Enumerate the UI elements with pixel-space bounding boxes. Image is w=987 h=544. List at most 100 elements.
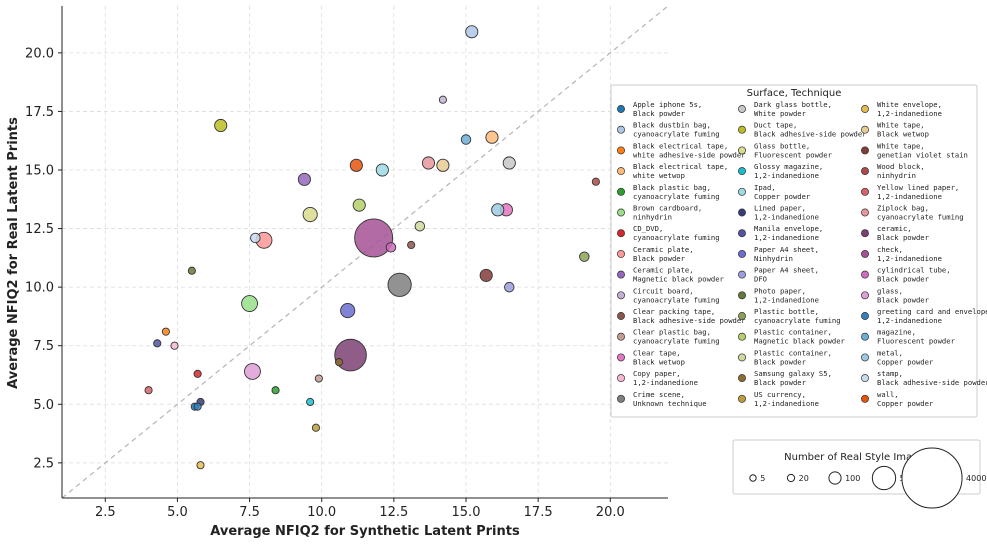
legend-item: Crime scene,Unknown technique (617, 390, 707, 408)
legend-marker (617, 394, 625, 403)
legend-surface: Paper A4 sheet, (754, 266, 819, 275)
legend-technique: 1,2-indanedione (754, 233, 819, 242)
legend-technique: Ninhydrin (754, 254, 793, 263)
legend-surface: Ziplock bag, (877, 204, 929, 213)
y-tick-label: 10.0 (25, 281, 54, 296)
legend-surface: Clear plastic bag, (633, 328, 711, 337)
legend-item: magazine,Fluorescent powder (861, 328, 956, 346)
legend-item: White envelope,1,2-indanedione (861, 100, 942, 118)
legend-surface: Black electrical tape, (633, 162, 728, 171)
legend-item: Dark glass bottle,White powder (738, 100, 832, 118)
legend-technique: cyanoacrylate fuming (633, 295, 720, 304)
size-legend-label: 20 (799, 474, 809, 483)
data-point (407, 240, 416, 250)
legend-frame (610, 84, 978, 418)
size-legend-item: 4000 (901, 447, 986, 509)
legend-marker (617, 353, 625, 362)
legend-item: check,1,2-indanedione (861, 245, 942, 263)
axes (61, 6, 668, 499)
legend-item: Duct tape,Black adhesive-side powder (738, 121, 867, 139)
data-point (352, 198, 366, 212)
size-legend-marker (871, 465, 897, 491)
legend-marker (738, 229, 746, 238)
legend-surface: Plastic container, (754, 348, 832, 357)
legend-technique: Black wetwop (877, 130, 929, 139)
y-tick-label: 5.0 (33, 398, 54, 413)
legend-technique: Fluorescent powder (877, 337, 956, 346)
legend-technique: DFO (754, 275, 767, 284)
legend-item: greeting card and envelope,1,2-indanedio… (861, 307, 987, 325)
data-point (414, 220, 426, 232)
legend-technique: 1,2-indanedione (754, 213, 819, 222)
data-point (591, 177, 600, 186)
legend-item: CD_DVD,cyanoacrylate fuming (617, 224, 720, 242)
legend-technique: Black powder (877, 275, 930, 284)
data-point (187, 266, 196, 275)
legend-marker (617, 270, 625, 279)
legend-surface: Ceramic plate, (633, 245, 694, 254)
tick-labels: 2.5 5.0 7.5 10.0 12.5 15.0 17.5 20.0 2.5 5.0 7.5 10… (25, 46, 625, 520)
legend-surface: glass, (877, 286, 903, 295)
legend-item: Apple iphone 5s,Black powder (617, 100, 702, 118)
legend-item: Paper A4 sheet,Ninhydrin (738, 245, 819, 263)
legend-marker (738, 146, 746, 155)
data-point (196, 461, 205, 470)
size-legend-marker (749, 474, 757, 482)
legend-surface: Dark glass bottle, (754, 100, 832, 109)
legend-marker (861, 167, 869, 176)
legend-surface: Yellow lined paper, (877, 183, 959, 192)
data-point (334, 338, 367, 372)
size-legend-item: 20 (786, 473, 809, 483)
data-point (502, 156, 516, 170)
data-point (504, 281, 515, 293)
legend-marker (738, 394, 746, 403)
legend-surface: CD_DVD, (633, 224, 663, 233)
legend-technique: Magnetic black powder (754, 337, 846, 346)
legend-marker (861, 187, 869, 196)
data-point (314, 374, 323, 383)
legend-surface: Black dustbin bag, (633, 121, 711, 130)
legend-surface: greeting card and envelope, (877, 307, 987, 316)
legend-marker (617, 229, 625, 238)
legend-surface: Photo paper, (754, 286, 806, 295)
data-point (385, 242, 397, 253)
legend-marker (738, 312, 746, 320)
legend-technique: Black powder (633, 109, 686, 118)
legend-surface: Clear tape, (633, 348, 681, 357)
legend-marker (738, 125, 746, 134)
legend-item: ceramic,Black powder (861, 224, 930, 242)
legend-technique: 1,2-indanedione (877, 192, 942, 201)
legend-surface: White envelope, (877, 100, 942, 109)
legend-item: Ceramic plate,Magnetic black powder (617, 266, 725, 284)
legend-surface: Wood block, (877, 162, 925, 171)
data-point (375, 163, 389, 177)
data-point (302, 206, 318, 223)
legend-marker (738, 208, 746, 217)
legend-item: Lined paper,1,2-indanedione (738, 204, 819, 222)
legend-technique: Magnetic black powder (633, 275, 725, 284)
data-point (387, 272, 412, 297)
legend-technique: 1,2-indanedione (754, 171, 819, 180)
size-legend-items: 5201005004000 (749, 447, 986, 509)
legend-surface: Ipad, (754, 183, 776, 192)
legend-marker (738, 374, 746, 383)
legend-technique: Black adhesive-side powder (633, 316, 746, 325)
x-tick-label: 2.5 (95, 505, 116, 520)
data-point (170, 341, 179, 350)
legend-surface: Duct tape, (754, 121, 797, 130)
legend-item: Plastic container,Magnetic black powder (738, 328, 846, 346)
y-tick-label: 15.0 (25, 164, 54, 179)
data-point (438, 95, 447, 104)
legend-surface: Copy paper, (633, 369, 681, 378)
legend-surface: Black plastic bag, (633, 183, 711, 192)
legend-surface: US currency, (754, 390, 806, 399)
legend-technique: Unknown technique (633, 399, 707, 408)
legend-marker (861, 270, 869, 279)
data-point (193, 369, 202, 378)
legend-technique: 1,2-indanedione (877, 316, 942, 325)
legend-technique: Black powder (877, 233, 930, 242)
legend-items: Apple iphone 5s,Black powder Black dustbi… (617, 100, 987, 408)
data-point (193, 402, 202, 411)
x-axis-label: Average NFIQ2 for Synthetic Latent Print… (210, 524, 520, 539)
legend-marker (617, 125, 625, 134)
